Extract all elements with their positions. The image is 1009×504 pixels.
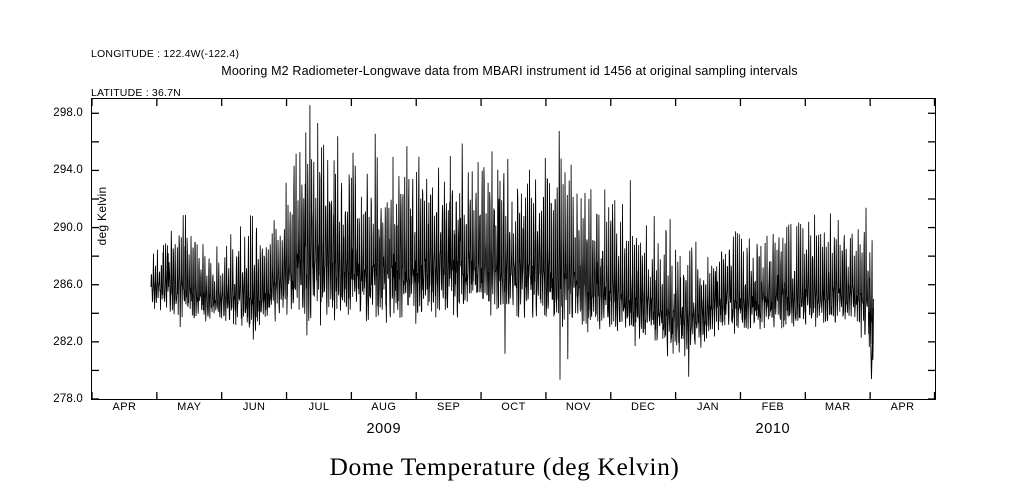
- latitude-text: LATITUDE : 36.7N: [91, 87, 181, 99]
- year-label: 2009: [366, 421, 402, 437]
- y-tick-label: 294.0: [53, 164, 83, 177]
- x-tick-label: MAY: [177, 401, 202, 413]
- x-tick-label: APR: [112, 401, 137, 413]
- x-tick-label: DEC: [630, 401, 656, 413]
- x-tick-label: NOV: [565, 401, 591, 413]
- x-tick-label: APR: [890, 401, 915, 413]
- plot-title: Mooring M2 Radiometer-Longwave data from…: [221, 64, 798, 78]
- figure-caption: Dome Temperature (deg Kelvin): [329, 452, 680, 481]
- y-tick-label: 282.0: [53, 335, 83, 348]
- y-tick-label: 286.0: [53, 278, 83, 291]
- x-tick-label: AUG: [371, 401, 397, 413]
- series-dome-temperature: [150, 105, 874, 380]
- x-tick-label: SEP: [437, 401, 461, 413]
- x-tick-label: JUN: [242, 401, 266, 413]
- y-tick-label: 290.0: [53, 221, 83, 234]
- timeseries-plot: [92, 99, 935, 399]
- y-tick-label: 278.0: [53, 393, 83, 405]
- y-tick-label: 298.0: [53, 107, 83, 120]
- x-tick-label: MAR: [824, 401, 851, 413]
- x-tick-label: JAN: [697, 401, 720, 413]
- x-tick-label: FEB: [761, 401, 785, 413]
- x-tick-label: OCT: [501, 401, 526, 413]
- final-low-spike: [869, 277, 874, 380]
- year-label: 2010: [755, 421, 791, 437]
- plot-frame: deg Kelvin 298.0 294.0 290.0 286.0 282.0 278.…: [53, 98, 936, 437]
- x-tick-label: JUL: [308, 401, 330, 413]
- longitude-text: LONGITUDE : 122.4W(-122.4): [91, 48, 240, 60]
